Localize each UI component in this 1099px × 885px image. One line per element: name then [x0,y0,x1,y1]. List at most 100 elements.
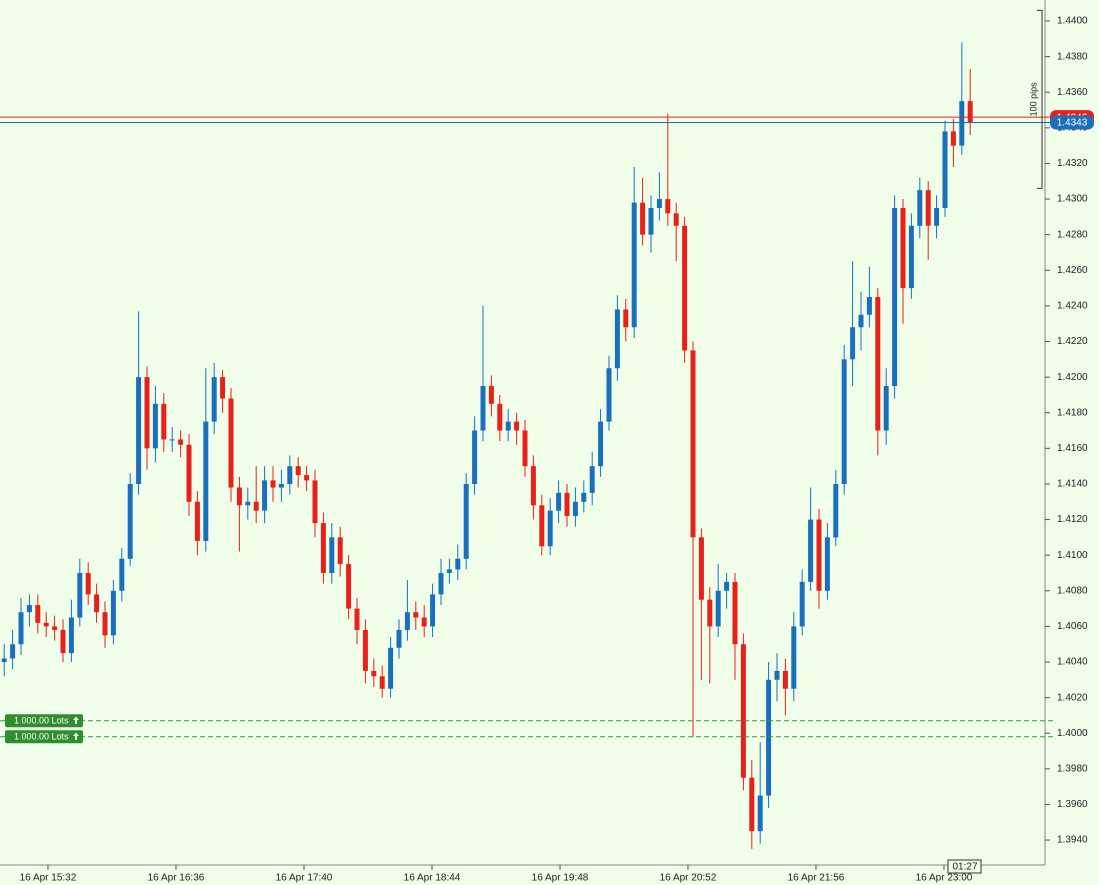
candle-body [547,510,553,547]
candle-body [270,480,276,488]
candle-body [379,676,385,689]
y-tick-label: 1.4080 [1057,585,1088,596]
candle-body [26,605,32,613]
candle-body [564,492,570,517]
y-tick-label: 1.4160 [1057,443,1088,454]
candle-body [799,581,805,627]
y-tick-label: 1.4280 [1057,229,1088,240]
price-label-box [1050,115,1094,130]
candle-body [732,581,738,645]
range-bracket [1037,9,1043,189]
candle-body [623,309,629,328]
candle-body [278,483,284,488]
candle-body [673,213,679,226]
candle-body [127,483,133,559]
candle-body [866,296,872,315]
candle-body [690,350,696,538]
y-tick-label: 1.4300 [1057,194,1088,205]
candle-body [94,594,100,613]
x-tick-label: 16 Apr 21:56 [788,873,845,884]
candle-body [766,679,772,796]
candle-body [749,777,755,832]
y-tick-label: 1.3960 [1057,799,1088,810]
y-tick-label: 1.4180 [1057,407,1088,418]
candle-body [757,795,763,832]
candle-body [505,421,511,431]
candle-body [488,386,494,404]
candle-body [967,101,973,123]
candle-body [362,629,368,671]
candle-body [824,537,830,591]
candle-body [698,537,704,600]
candle-body [942,131,948,208]
candle-body [724,581,730,591]
candle-body [833,483,839,538]
candle-body [18,612,24,645]
candle-body [631,202,637,328]
candle-body [320,523,326,573]
y-tick-label: 1.4100 [1057,550,1088,561]
x-tick-label: 16 Apr 18:44 [404,873,461,884]
y-tick-label: 1.4200 [1057,372,1088,383]
candle-body [648,207,654,235]
y-tick-label: 1.4400 [1057,16,1088,27]
candle-body [404,612,410,630]
candle-body [606,368,612,422]
candle-body [236,487,242,506]
price-label: 1.4343 [1057,118,1088,129]
candle-body [598,421,604,467]
candle-body [883,386,889,431]
range-label: 100 pips [1028,82,1038,117]
x-tick-label: 16 Apr 15:32 [20,873,77,884]
candle-body [581,492,587,502]
candle-body [875,296,881,431]
candle-body [446,569,452,573]
y-tick-label: 1.4040 [1057,657,1088,668]
candle-body [900,207,906,289]
y-tick-label: 1.4120 [1057,514,1088,525]
y-tick-label: 1.4380 [1057,51,1088,62]
candle-body [934,207,940,226]
y-tick-label: 1.4240 [1057,301,1088,312]
candle-body [203,421,209,541]
y-tick-label: 1.4320 [1057,158,1088,169]
candle-body [60,629,66,654]
candle-body [413,612,419,618]
candle-body [455,558,461,570]
x-tick-label: 16 Apr 16:36 [148,873,205,884]
candle-body [925,190,931,226]
order-label-box[interactable] [5,730,83,744]
candle-body [572,501,578,517]
order-arrow-icon [73,732,79,740]
candle-body [220,377,226,399]
candle-body [480,386,486,431]
candle-body [287,466,293,484]
order-label: 1 000.00 Lots [14,716,69,726]
candle-body [463,483,469,559]
candle-body [858,314,864,328]
candle-body [892,207,898,387]
candle-body [329,537,335,573]
candle-body [211,377,217,422]
y-tick-label: 1.3980 [1057,763,1088,774]
y-tick-label: 1.4000 [1057,728,1088,739]
order-label-box[interactable] [5,714,83,728]
candle-body [539,505,545,547]
candle-body [530,466,536,506]
candle-body [665,199,671,214]
x-tick-label: 16 Apr 23:00 [916,873,973,884]
candle-body [354,608,360,630]
y-tick-label: 1.4360 [1057,87,1088,98]
candle-body [430,594,436,627]
candle-body [707,599,713,627]
y-tick-label: 1.4020 [1057,692,1088,703]
candle-body [497,403,503,431]
candle-body [77,572,83,618]
candle-body [614,309,620,369]
candle-body [388,647,394,689]
candle-body [186,444,192,502]
candle-body [841,359,847,484]
candle-body [682,225,688,351]
